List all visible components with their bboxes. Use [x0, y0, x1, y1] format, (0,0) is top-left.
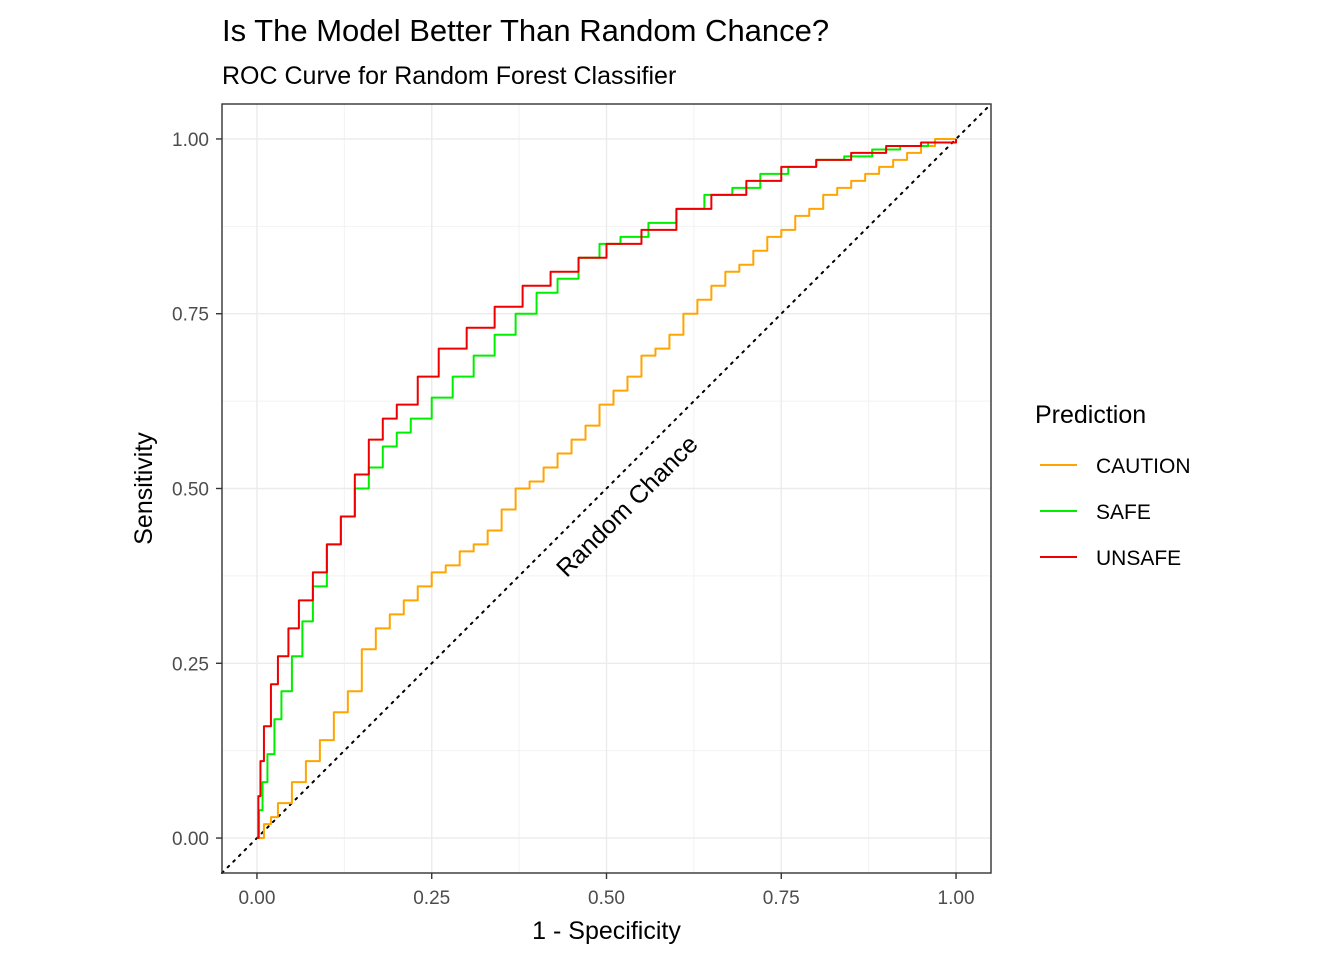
x-tick-label: 0.00	[238, 888, 275, 909]
chart-subtitle: ROC Curve for Random Forest Classifier	[222, 62, 676, 90]
y-tick-label: 1.00	[172, 130, 209, 151]
legend-label-caution: CAUTION	[1096, 455, 1191, 478]
legend: Prediction CAUTION SAFE UNSAFE	[1035, 401, 1191, 570]
legend-label-safe: SAFE	[1096, 501, 1151, 524]
roc-line-caution	[256, 137, 957, 840]
y-axis-title: Sensitivity	[130, 432, 158, 545]
x-tick-label: 0.75	[763, 888, 800, 909]
x-axis-title: 1 - Specificity	[532, 917, 681, 945]
random-chance-label: Random Chance	[551, 430, 703, 582]
series-group	[256, 137, 958, 840]
x-tick-label: 1.00	[938, 888, 975, 909]
y-tick-label: 0.75	[172, 305, 209, 326]
x-tick-label: 0.25	[413, 888, 450, 909]
y-tick-label: 0.25	[172, 654, 209, 675]
y-axis-ticks: 0.00 0.25 0.50 0.75 1.00	[172, 130, 222, 850]
x-tick-label: 0.50	[588, 888, 625, 909]
roc-line-safe	[256, 138, 958, 840]
legend-title: Prediction	[1035, 401, 1146, 429]
y-tick-label: 0.00	[172, 829, 209, 850]
legend-label-unsafe: UNSAFE	[1096, 547, 1181, 570]
y-tick-label: 0.50	[172, 480, 209, 501]
chart-title: Is The Model Better Than Random Chance?	[222, 13, 829, 48]
random-chance-line	[221, 103, 992, 874]
roc-line-unsafe	[256, 138, 958, 840]
x-axis-ticks: 0.00 0.25 0.50 0.75 1.00	[238, 873, 975, 909]
reference-line-group	[221, 103, 992, 874]
